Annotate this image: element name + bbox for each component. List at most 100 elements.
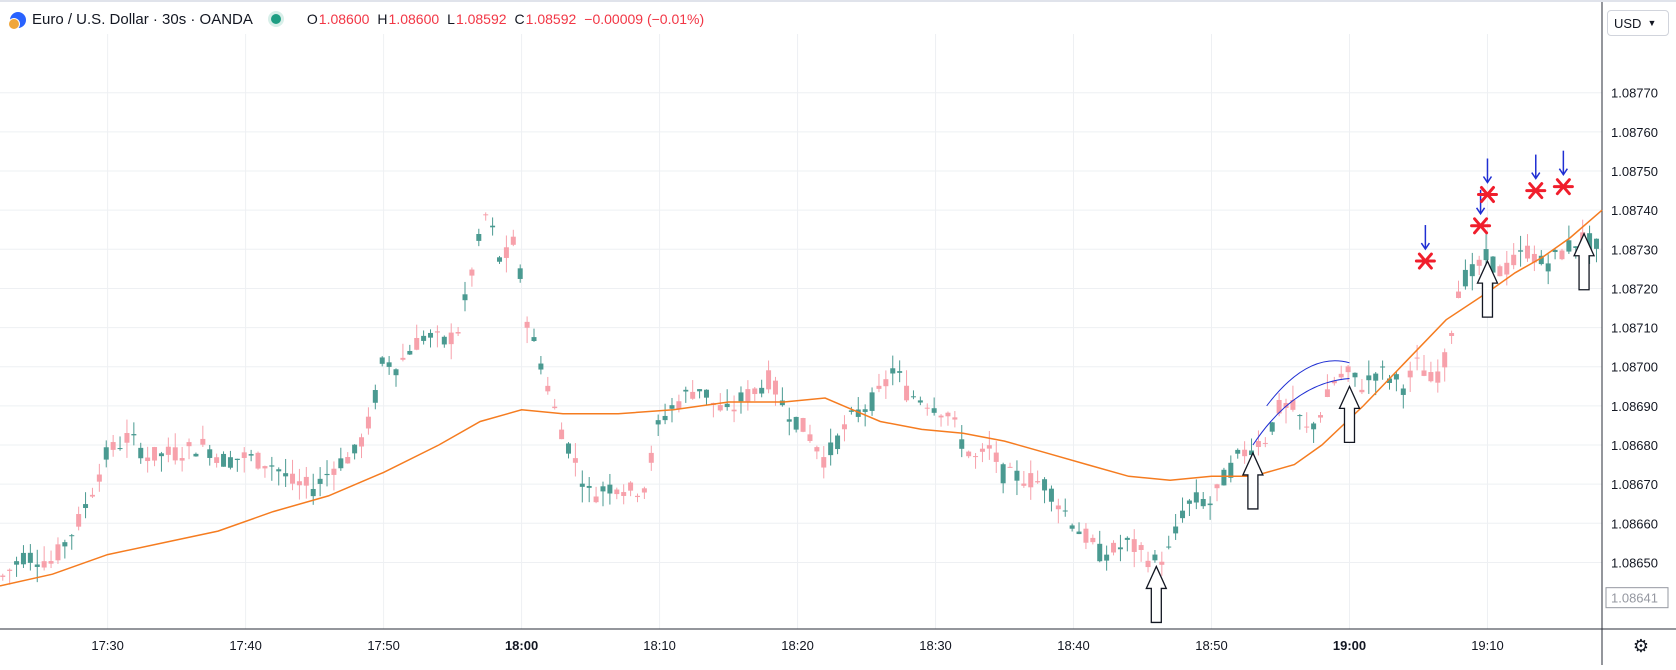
candle-up bbox=[0, 575, 6, 577]
last-price-tag bbox=[1605, 587, 1669, 609]
candle-down bbox=[34, 564, 40, 567]
candle-up bbox=[1090, 537, 1096, 543]
candle-down bbox=[1180, 510, 1186, 519]
candle-down bbox=[835, 435, 841, 450]
candle-up bbox=[938, 415, 944, 418]
candle-up bbox=[641, 488, 647, 493]
candle-down bbox=[1352, 372, 1358, 378]
candle-down bbox=[310, 488, 316, 497]
candle-up bbox=[1111, 542, 1117, 553]
candle-down bbox=[1573, 246, 1579, 249]
candle-up bbox=[559, 429, 565, 440]
candle-up bbox=[772, 380, 778, 395]
candle-up bbox=[303, 476, 309, 486]
candle-down bbox=[1311, 423, 1317, 430]
candle-down bbox=[131, 434, 137, 436]
candle-down bbox=[1207, 503, 1213, 506]
candle-down bbox=[393, 369, 399, 376]
candle-up bbox=[1497, 266, 1503, 277]
candle-up bbox=[552, 406, 558, 409]
x-tick-label: 19:00 bbox=[1333, 638, 1366, 653]
y-tick-label: 1.08760 bbox=[1611, 125, 1658, 140]
candle-up bbox=[904, 385, 910, 401]
candle-down bbox=[662, 415, 668, 421]
candle-down bbox=[1186, 500, 1192, 504]
candle-down bbox=[138, 447, 144, 459]
candle-down bbox=[1117, 547, 1123, 550]
last-price-label: 1.08641 bbox=[1611, 591, 1658, 606]
y-tick-label: 1.08730 bbox=[1611, 242, 1658, 257]
candle-up bbox=[262, 466, 268, 469]
candle-down bbox=[1104, 554, 1110, 561]
candle-up bbox=[1083, 528, 1089, 543]
candle-up bbox=[973, 456, 979, 458]
candle-down bbox=[669, 405, 675, 409]
candle-up bbox=[179, 458, 185, 461]
candle-up bbox=[572, 458, 578, 463]
candle-up bbox=[200, 438, 206, 445]
candle-up bbox=[1435, 371, 1441, 383]
candle-down bbox=[931, 408, 937, 413]
y-tick-label: 1.08750 bbox=[1611, 164, 1658, 179]
open-label: O bbox=[306, 11, 318, 27]
candle-down bbox=[600, 486, 606, 492]
y-tick-label: 1.08700 bbox=[1611, 360, 1658, 375]
candle-down bbox=[462, 294, 468, 301]
candle-up bbox=[1242, 449, 1248, 457]
candle-down bbox=[103, 447, 109, 460]
candle-down bbox=[517, 268, 523, 279]
y-tick-label: 1.08660 bbox=[1611, 516, 1658, 531]
candle-up bbox=[1283, 403, 1289, 408]
candle-up bbox=[1214, 484, 1220, 489]
red-star-marker bbox=[1528, 182, 1544, 200]
candle-up bbox=[993, 452, 999, 462]
candle-down bbox=[1069, 525, 1075, 529]
candle-up bbox=[448, 332, 454, 345]
candle-up bbox=[7, 569, 13, 571]
candle-up bbox=[1324, 389, 1330, 397]
candle-down bbox=[1221, 469, 1227, 486]
candle-down bbox=[441, 336, 447, 345]
candle-down bbox=[786, 419, 792, 422]
candle-down bbox=[1469, 264, 1475, 277]
candle-up bbox=[1131, 539, 1137, 552]
candle-down bbox=[83, 504, 89, 509]
high-label: H bbox=[377, 11, 388, 27]
up-arrow-annotation bbox=[1338, 384, 1361, 444]
candle-down bbox=[1062, 510, 1068, 512]
up-arrow-annotation bbox=[1241, 451, 1264, 510]
candle-down bbox=[1566, 240, 1572, 252]
symbol-title[interactable]: Euro / U.S. Dollar · 30s · OANDA bbox=[32, 10, 253, 28]
candle-down bbox=[1000, 464, 1006, 484]
candle-up bbox=[1007, 466, 1013, 468]
candle-down bbox=[703, 389, 709, 398]
candle-up bbox=[648, 452, 654, 463]
candle-up bbox=[434, 331, 440, 333]
candle-up bbox=[255, 452, 261, 469]
candle-down bbox=[1173, 526, 1179, 534]
candle-up bbox=[1145, 560, 1151, 568]
y-tick-label: 1.08650 bbox=[1611, 555, 1658, 570]
candle-down bbox=[1552, 249, 1558, 253]
candle-up bbox=[1504, 262, 1510, 275]
change-value: −0.00009 (−0.01%) bbox=[584, 11, 705, 27]
candle-down bbox=[20, 552, 26, 565]
candle-up bbox=[124, 433, 130, 443]
candle-up bbox=[1138, 545, 1144, 550]
currency-selector[interactable]: USD ▼ bbox=[1607, 10, 1669, 36]
chevron-down-icon: ▼ bbox=[1647, 18, 1657, 28]
x-tick-label: 19:10 bbox=[1471, 638, 1504, 653]
gear-icon[interactable]: ⚙ bbox=[1632, 636, 1650, 656]
candle-up bbox=[676, 401, 682, 409]
moving-average-line bbox=[0, 209, 1603, 587]
up-arrow-annotation bbox=[1573, 232, 1596, 291]
candle-down bbox=[352, 444, 358, 454]
candle-up bbox=[1414, 357, 1420, 359]
candle-up bbox=[952, 417, 958, 420]
candle-up bbox=[152, 447, 158, 461]
candle-up bbox=[986, 445, 992, 449]
red-star-marker bbox=[1417, 252, 1433, 270]
candle-down bbox=[207, 449, 213, 458]
